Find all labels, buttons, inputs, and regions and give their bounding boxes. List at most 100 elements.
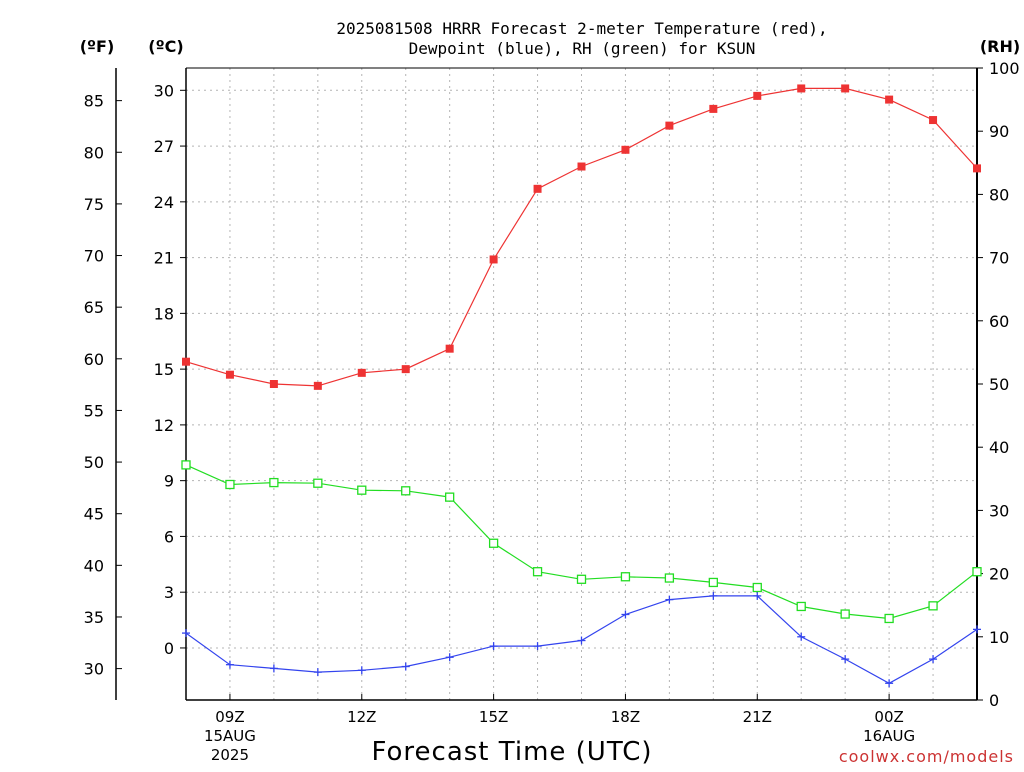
celsius-tick-label: 3 [164,583,174,602]
fahrenheit-tick-label: 55 [84,401,104,420]
rh-point [357,485,367,495]
fahrenheit-tick-label: 70 [84,247,104,266]
rh-point [620,572,631,582]
celsius-unit-label: (ºC) [148,37,183,56]
rh-point [972,567,982,577]
temperature-point [269,380,278,388]
rh-point [840,609,850,619]
temperature-point [753,91,762,100]
rh-point [928,601,938,611]
fahrenheit-unit-label: (ºF) [80,37,115,56]
x-axis-label: Forecast Time (UTC) [371,737,652,767]
dewpoint-point [929,655,938,664]
celsius-tick-label: 18 [154,304,174,323]
dewpoint-point [709,591,718,600]
temperature-point [445,344,454,353]
x-tick-label: 15AUG [204,727,256,745]
rh-point [576,574,587,584]
celsius-tick-label: 9 [164,472,174,491]
fahrenheit-tick-label: 30 [84,660,104,679]
dewpoint-point [445,653,454,662]
temperature-point [313,381,322,390]
celsius-tick-label: 0 [164,639,174,658]
dewpoint-point [313,668,322,677]
celsius-tick-label: 12 [154,416,174,435]
rh-tick-label: 80 [989,185,1009,204]
axes-layer: 0 3 6 9 12 15 18 21 24 27 30 30 35 40 45 50 55 60 65 70 75 80… [84,59,1020,764]
rh-point [796,601,806,612]
dewpoint-point [269,664,278,673]
celsius-tick-label: 27 [154,137,174,156]
x-tick-label: 12Z [347,708,376,726]
temperature-point [225,370,234,379]
temperature-point [577,162,586,171]
temperature-point [665,121,674,130]
x-tick-label: 18Z [611,708,640,726]
credit-link[interactable]: coolwx.com/models [839,747,1014,766]
dewpoint-point [797,632,806,641]
dewpoint-point [577,636,586,645]
celsius-tick-label: 30 [154,81,174,100]
fahrenheit-tick-label: 65 [84,298,104,317]
temperature-point [929,116,938,125]
dewpoint-point [885,679,894,688]
celsius-tick-label: 6 [164,527,174,546]
rh-tick-label: 20 [989,565,1009,584]
temperature-point [489,255,498,264]
rh-point [269,477,279,488]
series-layer [181,84,982,688]
fahrenheit-tick-label: 85 [84,92,104,111]
celsius-tick-label: 24 [154,193,174,212]
rh-point [488,538,499,548]
rh-point [225,479,235,490]
rh-tick-label: 50 [989,375,1009,394]
fahrenheit-tick-label: 40 [84,556,104,575]
rh-tick-label: 0 [989,691,999,710]
dewpoint-point [401,662,410,671]
chart-title-line-2: Dewpoint (blue), RH (green) for KSUN [409,39,756,58]
rh-point [401,486,411,496]
fahrenheit-tick-label: 60 [84,350,104,369]
dewpoint-point [533,642,542,651]
fahrenheit-tick-label: 45 [84,505,104,524]
rh-tick-label: 90 [989,122,1009,141]
x-tick-label: 00Z [874,708,903,726]
dewpoint-point [973,625,981,634]
fahrenheit-tick-label: 35 [84,608,104,627]
dewpoint-point [182,629,190,638]
temperature-point [621,145,630,154]
temperature-point [401,365,410,374]
dewpoint-point [665,595,674,604]
temperature-point [973,164,981,173]
rh-point [445,492,455,502]
rh-point [532,567,543,577]
dewpoint-point [225,660,234,669]
rh-point [664,573,675,583]
rh-tick-label: 100 [989,59,1020,78]
rh-point [752,582,762,593]
temperature-point [885,95,894,104]
rh-unit-label: (RH) [980,37,1020,56]
dewpoint-point [357,666,366,675]
temperature-point [533,184,542,193]
rh-tick-label: 60 [989,312,1009,331]
fahrenheit-tick-label: 75 [84,195,104,214]
chart-title-line-1: 2025081508 HRRR Forecast 2-meter Tempera… [336,19,827,38]
temperature-point [797,84,806,93]
temperature-point [182,357,190,366]
dewpoint-point [753,591,762,600]
rh-tick-label: 10 [989,628,1009,647]
x-tick-label: 09Z [215,708,244,726]
temperature-point [357,368,366,377]
x-tick-label: 2025 [211,746,249,764]
rh-point [181,460,191,470]
rh-point [313,478,323,488]
rh-point [708,577,718,588]
rh-point [884,613,894,624]
x-tick-label: 16AUG [863,727,915,745]
rh-tick-label: 30 [989,501,1009,520]
x-tick-label: 21Z [743,708,772,726]
temperature-point [841,84,850,93]
